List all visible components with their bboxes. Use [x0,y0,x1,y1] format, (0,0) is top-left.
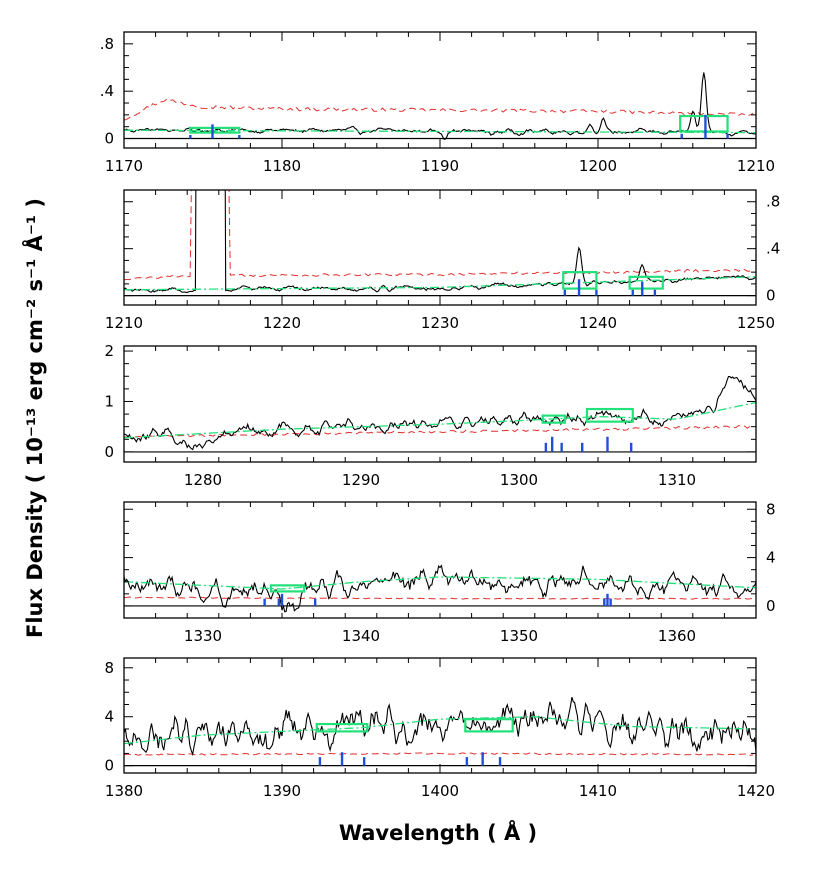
feature-box [628,275,664,290]
plot-area [124,696,756,767]
observed-spectrum [124,190,756,294]
y-tick-label: 8 [104,659,114,677]
feature-box [464,718,514,733]
y-tick-label: 4 [766,549,776,567]
x-tick-label: 1220 [263,314,301,332]
panel-3: 1280 1290 1300 1310 0 1 2 [104,342,757,489]
y-tick-label: 2 [104,342,114,360]
error-spectrum [124,596,754,600]
panel-4: 1330 1340 1350 1360 0 4 8 [123,500,776,645]
feature-box [679,114,729,133]
x-tick-label: 1210 [105,314,143,332]
error-spectrum [124,424,754,439]
x-tick-label: 1400 [421,782,459,800]
x-tick-label: 1250 [737,314,775,332]
error-spectrum [124,98,754,121]
y-tick-label: 1 [104,392,114,410]
observed-spectrum [124,376,756,451]
panel-frame [123,657,757,774]
continuum-fit [124,129,756,134]
y-tick-label: 8 [766,500,776,518]
x-tick-label: 1170 [105,157,143,175]
y-tick-label: .8 [766,193,780,211]
x-tick-label: 1330 [184,627,222,645]
y-tick-label: .8 [100,35,114,53]
feature-box [315,722,369,733]
error-spectrum [124,752,754,756]
continuum-fit [124,401,756,439]
x-tick-label: 1310 [658,471,696,489]
x-tick-label: 1390 [263,782,301,800]
x-tick-label: 1420 [737,782,775,800]
x-tick-label: 1350 [500,627,538,645]
y-tick-label: 0 [766,597,776,615]
plot-area [124,564,756,613]
continuum-fit [124,716,756,745]
x-tick-label: 1180 [263,157,301,175]
feature-box [189,126,241,134]
observed-spectrum [124,696,756,757]
y-tick-label: 0 [104,130,114,148]
y-axis-title: Flux Density ( 10⁻¹³ erg cm⁻² s⁻¹ Å⁻¹ ) [22,198,47,638]
x-tick-label: 1300 [500,471,538,489]
y-tick-label: 0 [104,757,114,775]
x-tick-label: 1410 [579,782,617,800]
observed-spectrum [124,564,756,613]
feature-box [269,584,306,593]
y-tick-label: 0 [766,287,776,305]
x-tick-label: 1240 [579,314,617,332]
x-tick-label: 1360 [658,627,696,645]
continuum-fit [124,576,756,590]
y-tick-label: .4 [766,240,780,258]
panel-frame [123,31,757,149]
plot-area [124,376,756,453]
panel-2: 1210 1220 1230 1240 1250 0 .4 .8 [105,189,780,332]
continuum-fit [124,276,756,291]
x-tick-label: 1290 [342,471,380,489]
x-tick-label: 1210 [737,157,775,175]
plot-area [124,72,756,141]
feature-box [541,414,566,424]
x-tick-label: 1380 [105,782,143,800]
x-tick-label: 1200 [579,157,617,175]
y-tick-label: 0 [104,443,114,461]
panel-5: 1380 1390 1400 1410 1420 0 4 8 [104,657,775,800]
panel-frame [123,501,757,619]
observed-spectrum [124,72,756,141]
y-tick-label: 4 [104,708,114,726]
feature-box [585,407,634,423]
error-spectrum [124,190,754,281]
panel-1: 1170 1180 1190 1200 1210 0 .4 .8 [100,31,775,175]
x-tick-label: 1190 [421,157,459,175]
x-tick-label: 1230 [421,314,459,332]
x-axis-title: Wavelength ( Å ) [339,820,537,845]
x-tick-label: 1340 [342,627,380,645]
panel-frame [123,345,757,463]
plot-area [124,190,756,297]
x-tick-label: 1280 [184,471,222,489]
y-tick-label: .4 [100,82,114,100]
